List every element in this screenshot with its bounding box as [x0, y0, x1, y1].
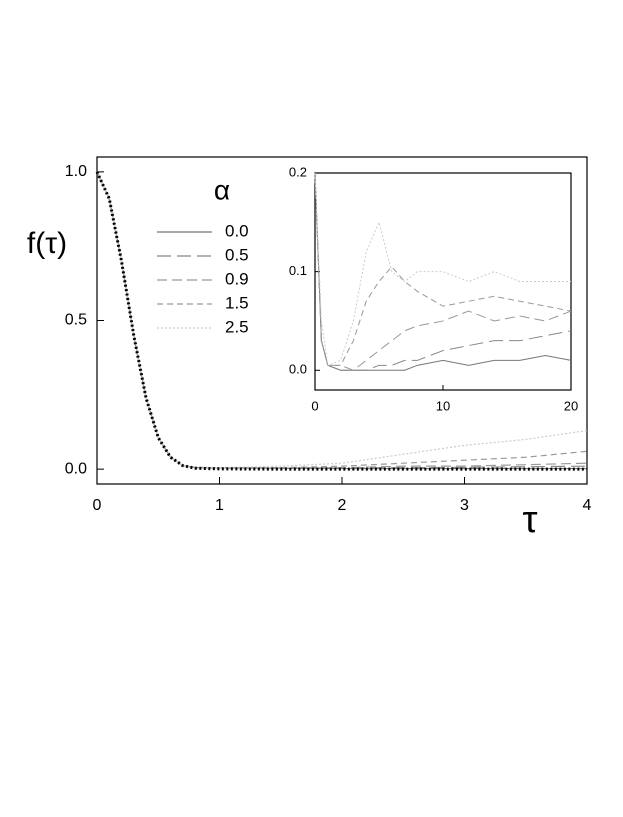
x-tick-label: 20: [564, 398, 578, 413]
legend-label: 0.0: [225, 221, 249, 240]
x-axis-label: τ: [522, 499, 537, 541]
x-tick-label: 1: [215, 497, 224, 514]
y-tick-label: 0.0: [65, 460, 87, 477]
series-line: [95, 171, 587, 471]
y-tick-label: 1.0: [65, 163, 87, 180]
y-tick-label: 0.2: [289, 164, 307, 179]
legend-label: 2.5: [225, 317, 249, 336]
x-tick-label: 10: [436, 398, 450, 413]
legend-label: 1.5: [225, 293, 249, 312]
x-tick-label: 3: [460, 497, 469, 514]
y-tick-label: 0.0: [289, 362, 307, 377]
legend-title: α: [214, 174, 230, 205]
series-line: [314, 172, 572, 371]
legend-label: 0.9: [225, 269, 249, 288]
series-line: [314, 172, 572, 371]
x-tick-label: 0: [93, 497, 102, 514]
y-axis-label: f(τ): [27, 227, 67, 260]
series-line: [96, 171, 588, 469]
series-line: [314, 172, 571, 367]
x-tick-label: 2: [338, 497, 347, 514]
legend-label: 0.5: [225, 245, 249, 264]
x-tick-label: 0: [311, 398, 318, 413]
x-tick-label: 4: [583, 497, 592, 514]
plot-frame: [314, 172, 572, 391]
y-tick-label: 0.1: [289, 263, 307, 278]
y-tick-label: 0.5: [65, 312, 87, 329]
